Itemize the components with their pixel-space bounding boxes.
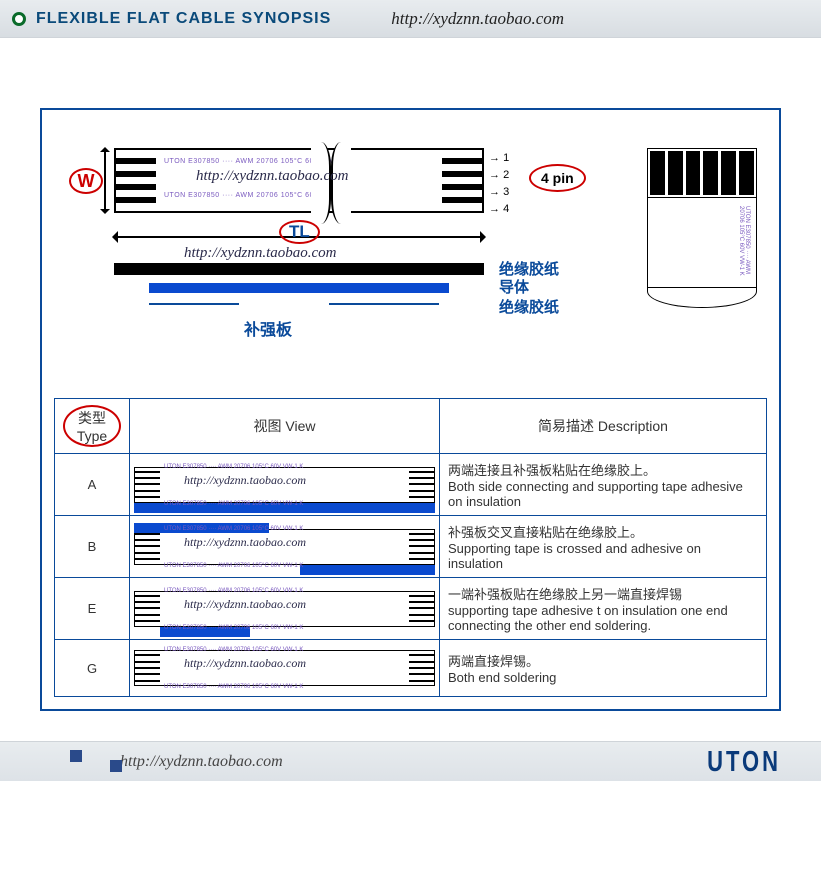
cell-desc: 补强板交叉直接粘贴在绝缘胶上。Supporting tape is crosse… (440, 516, 767, 578)
table-row: B http://xydznn.taobao.com UTON E307850 … (55, 516, 767, 578)
pin-number-arrows: 1 2 3 4 (489, 152, 509, 216)
cable-end-view: UTON E307850 ···· AWM 20706 105°C 60V VW… (647, 148, 757, 308)
cell-view: http://xydznn.taobao.com UTON E307850 ··… (130, 454, 440, 516)
cell-type: G (55, 640, 130, 697)
cell-desc: 两端连接且补强板粘贴在绝缘胶上。Both side connecting and… (440, 454, 767, 516)
bullet-icon (12, 12, 26, 26)
footer-bar: http://xydznn.taobao.com UTON (0, 741, 821, 781)
conductor-layer (114, 275, 484, 279)
view-diagram-G: http://xydznn.taobao.com UTON E307850 ··… (134, 644, 435, 692)
cell-view: http://xydznn.taobao.com UTON E307850 ··… (130, 640, 440, 697)
table-row: G http://xydznn.taobao.com UTON E307850 … (55, 640, 767, 697)
layer-label-conductor: 导体 (499, 276, 529, 297)
type-table: 类型 Type 视图 View 简易描述 Description A http:… (54, 398, 767, 697)
end-body: UTON E307850 ···· AWM 20706 105°C 60V VW… (647, 198, 757, 288)
cell-view: http://xydznn.taobao.com UTON E307850 ··… (130, 578, 440, 640)
table-row: A http://xydznn.taobao.com UTON E307850 … (55, 454, 767, 516)
table-row: E http://xydznn.taobao.com UTON E307850 … (55, 578, 767, 640)
th-view: 视图 View (130, 399, 440, 454)
diagram-frame: W http://xydznn.taobao.com UTON E307850 … (40, 108, 781, 711)
th-desc: 简易描述 Description (440, 399, 767, 454)
conductor-left (116, 150, 156, 211)
stiffener-layer (149, 283, 449, 293)
top-diagram: W http://xydznn.taobao.com UTON E307850 … (54, 128, 767, 388)
width-arrow (104, 150, 106, 211)
cross-section: http://xydznn.taobao.com (114, 263, 484, 293)
stiffener-label: 补强板 (244, 316, 292, 340)
view-diagram-A: http://xydznn.taobao.com UTON E307850 ··… (134, 461, 435, 509)
header-bar: FLEXIBLE FLAT CABLE SYNOPSIS http://xydz… (0, 0, 821, 38)
stiffener-arrow-right (329, 303, 439, 305)
header-url: http://xydznn.taobao.com (391, 9, 564, 29)
cell-type: A (55, 454, 130, 516)
th-type: 类型 Type (55, 399, 130, 454)
pin-count-callout: 4 pin (529, 164, 586, 192)
conductor-right (442, 150, 482, 211)
layer-label-insulation2: 绝缘胶纸 (499, 296, 559, 317)
view-diagram-E: http://xydznn.taobao.com UTON E307850 ··… (134, 585, 435, 633)
footer-square-icon (70, 750, 82, 762)
header-title: FLEXIBLE FLAT CABLE SYNOPSIS (36, 10, 331, 28)
watermark-url-2: http://xydznn.taobao.com (184, 245, 336, 262)
cell-desc: 两端直接焊锡。Both end soldering (440, 640, 767, 697)
insulation-top (114, 263, 484, 275)
stiffener-arrow-left (149, 303, 239, 305)
cell-type: B (55, 516, 130, 578)
width-label: W (69, 168, 103, 194)
cell-view: http://xydznn.taobao.com UTON E307850 ··… (130, 516, 440, 578)
footer-url: http://xydznn.taobao.com (120, 753, 283, 771)
cable-top-view: http://xydznn.taobao.com UTON E307850 ··… (114, 148, 484, 213)
watermark-url: http://xydznn.taobao.com (196, 168, 348, 185)
footer-square-icon-2 (110, 760, 122, 772)
end-conductors (647, 148, 757, 198)
end-break (647, 288, 757, 308)
cell-type: E (55, 578, 130, 640)
length-label: TL (279, 220, 320, 244)
view-diagram-B: http://xydznn.taobao.com UTON E307850 ··… (134, 523, 435, 571)
footer-logo: UTON (707, 745, 781, 779)
cell-desc: 一端补强板贴在绝缘胶上另一端直接焊锡supporting tape adhesi… (440, 578, 767, 640)
